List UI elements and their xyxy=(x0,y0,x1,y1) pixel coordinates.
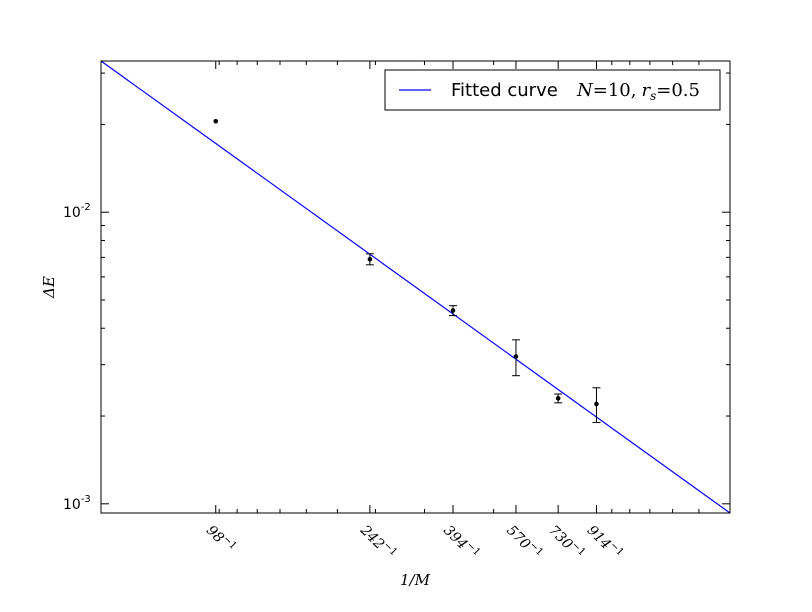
data-points-layer xyxy=(213,118,601,424)
data-point xyxy=(594,401,599,407)
x-tick-exponent: −1 xyxy=(608,540,626,558)
y-tick-label: 10-3 xyxy=(63,494,91,513)
x-tick-label-group: 570−1 xyxy=(503,521,545,563)
legend-math-r-value: =0.5 xyxy=(656,80,700,101)
x-tick-exponent: −1 xyxy=(464,540,482,558)
data-point xyxy=(450,308,456,313)
legend-math-r: r xyxy=(641,80,651,101)
legend-math-n-value: =10, xyxy=(593,80,637,101)
data-point xyxy=(213,118,219,124)
data-point xyxy=(367,256,373,262)
legend-label-math: N=10, rs=0.5 xyxy=(576,80,700,103)
x-tick-label: 914−1 xyxy=(584,521,626,563)
fitted-curve-layer xyxy=(100,60,731,514)
data-point xyxy=(513,354,519,359)
y-tick-label: 10-2 xyxy=(63,202,91,221)
legend-math-n: N xyxy=(576,80,594,101)
x-tick-label-group: 914−1 xyxy=(584,521,626,563)
y-ticks-layer: 10-2 10-3 xyxy=(63,72,730,513)
y-tick-exponent: -2 xyxy=(81,202,91,213)
fitted-curve-line xyxy=(100,60,731,514)
x-tick-exponent: −1 xyxy=(220,534,238,552)
x-tick-label-group: 394−1 xyxy=(440,521,482,563)
x-axis-label: 1/M xyxy=(400,571,431,589)
y-tick-exponent: -3 xyxy=(81,494,91,505)
x-tick-exponent: −1 xyxy=(381,540,399,558)
x-tick-exponent: −1 xyxy=(569,540,587,558)
y-axis-label: ΔE xyxy=(40,276,58,299)
x-tick-label: 394−1 xyxy=(440,521,482,563)
legend-label: Fitted curve xyxy=(451,80,558,101)
x-tick-label-group: 730−1 xyxy=(545,521,587,563)
x-tick-label: 570−1 xyxy=(503,521,545,563)
x-tick-label: 730−1 xyxy=(545,521,587,563)
legend: Fitted curve N=10, rs=0.5 xyxy=(384,69,721,111)
x-tick-exponent: −1 xyxy=(527,540,545,558)
x-tick-label-group: 242−1 xyxy=(356,520,399,563)
legend-box xyxy=(384,69,721,111)
legend-math-s: s xyxy=(650,89,656,103)
x-tick-label: 98−1 xyxy=(203,521,239,557)
data-point xyxy=(555,396,561,401)
x-tick-label: 242−1 xyxy=(356,520,399,563)
plot-frame xyxy=(100,60,731,514)
x-tick-label-group: 98−1 xyxy=(203,521,239,557)
